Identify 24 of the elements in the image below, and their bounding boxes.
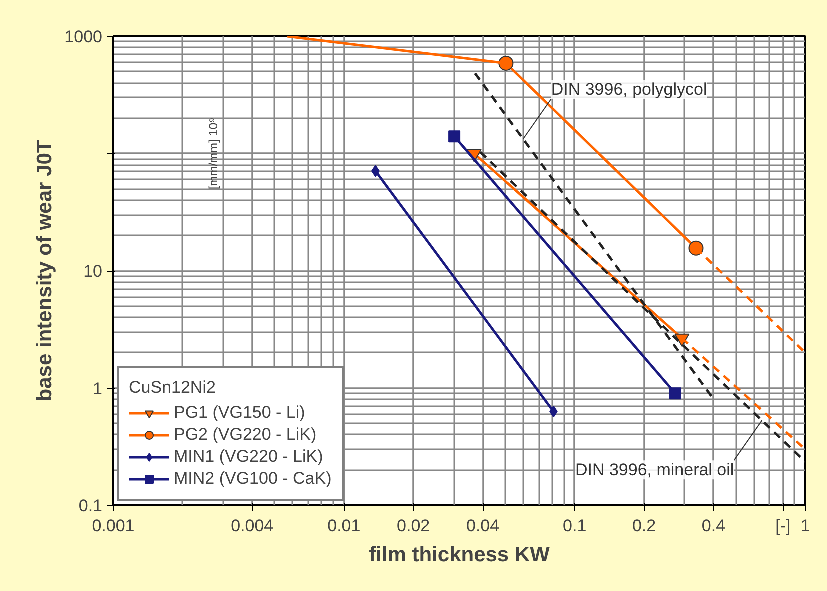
x-tick-label: 0.02 (397, 516, 430, 536)
y-tick-label: 1 (93, 379, 103, 398)
x-tick-label: 0.1 (563, 516, 587, 536)
x-tick-label: 1 (800, 516, 810, 536)
annotation: DIN 3996, mineral oil (575, 460, 734, 480)
legend-title: CuSn12Ni2 (129, 378, 217, 398)
legend-label: MIN2 (VG100 - CaK) (174, 469, 332, 489)
annotation: [mm/mm] 10⁹ (206, 118, 220, 190)
x-tick-label: 0.4 (702, 516, 726, 536)
annotation: DIN 3996, polyglycol (551, 80, 708, 100)
legend-label: PG2 (VG220 - LiK) (174, 425, 317, 445)
x-tick-label: 0.004 (231, 516, 274, 536)
y-tick-label: 1000 (64, 28, 103, 46)
legend-label: MIN1 (VG220 - LiK) (174, 447, 324, 467)
legend-label: PG1 (VG150 - Li) (174, 403, 306, 423)
y-tick-label: 0.1 (78, 496, 103, 516)
x-tick-label: 0.001 (92, 516, 135, 536)
x-tick-label: 0.2 (632, 516, 656, 536)
x-axis-title: film thickness KW (369, 544, 550, 566)
y-axis-title: base intensity of wear J0T (34, 140, 57, 402)
x-tick-label: 0.01 (328, 516, 361, 536)
y-tick-label: 10 (84, 262, 103, 281)
x-tick-label: [-] (776, 516, 791, 536)
x-tick-label: 0.04 (466, 516, 500, 536)
